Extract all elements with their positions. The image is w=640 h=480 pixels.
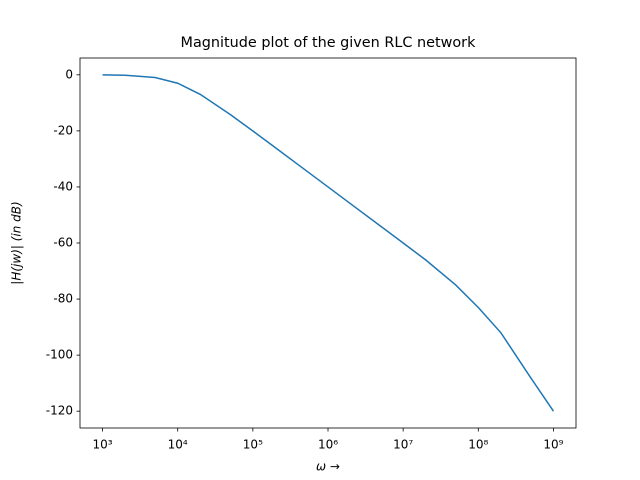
y-tick-label: 0 xyxy=(65,67,73,81)
x-tick-label: 10⁵ xyxy=(243,438,263,452)
line-series xyxy=(102,74,555,412)
x-tick-label: 10⁴ xyxy=(168,438,188,452)
plot-frame xyxy=(79,57,577,429)
y-tick-label: -60 xyxy=(53,236,73,250)
x-tick-label: 10⁹ xyxy=(543,438,563,452)
x-tick-label: 10⁶ xyxy=(318,438,338,452)
y-tick-label: -120 xyxy=(46,404,73,418)
x-axis-label: ω → xyxy=(316,460,340,474)
y-tick-label: -80 xyxy=(53,292,73,306)
chart-title: Magnitude plot of the given RLC network xyxy=(181,35,477,51)
y-axis-label: |H(jw)| (in dB) xyxy=(10,201,24,284)
y-tick-label: -20 xyxy=(53,123,73,137)
x-tick-label: 10⁸ xyxy=(468,438,488,452)
x-tick-label: 10³ xyxy=(93,438,113,452)
x-tick-label: 10⁷ xyxy=(393,438,413,452)
y-tick-label: -40 xyxy=(53,179,73,193)
y-tick-label: -100 xyxy=(46,348,73,362)
